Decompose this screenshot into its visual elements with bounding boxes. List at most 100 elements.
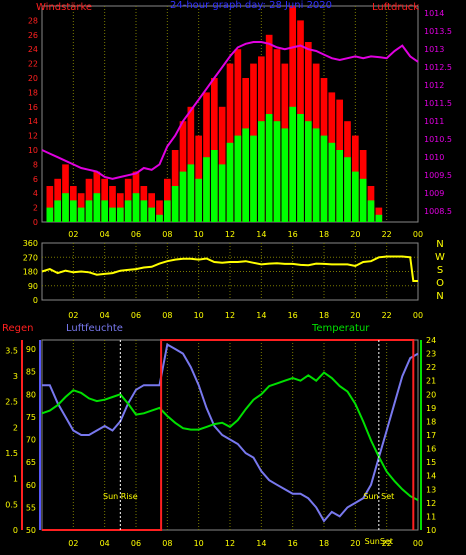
y-tick-label: 20 — [426, 390, 436, 399]
wind-speed-bars — [46, 106, 383, 222]
rain-line — [42, 339, 415, 531]
y-tick-label: 2.5 — [5, 398, 18, 407]
pressure-line — [41, 41, 419, 180]
y-tick-label: 14 — [28, 117, 38, 126]
y-tick-label: 22 — [426, 363, 436, 372]
x-tick-label: 18 — [319, 230, 329, 239]
y-tick-label: 1010.5 — [424, 135, 452, 144]
y-tick-label: 60 — [26, 481, 36, 490]
wind-bar — [179, 171, 187, 222]
compass-label: N — [436, 291, 443, 302]
temperature-title: Temperatur — [311, 323, 370, 334]
wind-bar — [297, 114, 304, 222]
y-tick-label: 70 — [26, 436, 36, 445]
y-tick-label: 1013 — [424, 45, 444, 54]
wind-bar — [258, 121, 265, 222]
wind-bar — [124, 200, 132, 222]
y-tick-label: 17 — [426, 431, 436, 440]
y-tick-label: 1.5 — [5, 449, 18, 458]
wind-bar — [320, 135, 328, 222]
x-tick-label: 10 — [194, 230, 204, 239]
wind-bar — [171, 186, 179, 222]
temperature-line — [41, 371, 419, 501]
y-tick-label: 80 — [26, 390, 36, 399]
x-tick-label: 02 — [68, 311, 78, 320]
sunset-axis-label: SunSet — [365, 537, 393, 546]
x-tick-label: 22 — [382, 311, 392, 320]
wind-bar — [352, 171, 359, 222]
wind-bar — [70, 200, 77, 222]
wind-bar — [109, 207, 116, 222]
gust-bar — [156, 200, 163, 222]
sunrise-label: Sun Rise — [103, 492, 138, 501]
wind-bar — [77, 207, 85, 222]
lower-panel-frame — [41, 339, 419, 531]
y-tick-label: 21 — [426, 377, 436, 386]
gust-bar — [226, 63, 234, 222]
wind-bar — [54, 200, 61, 222]
gust-bar — [109, 186, 116, 222]
wind-bar — [164, 200, 171, 222]
wind-bar — [250, 135, 257, 222]
x-tick-label: 10 — [194, 311, 204, 320]
y-tick-label: 90 — [28, 282, 38, 291]
wind-bar — [101, 200, 108, 222]
y-tick-label: 6 — [33, 175, 38, 184]
y-tick-label: 2 — [13, 423, 18, 432]
compass-label: S — [437, 265, 443, 276]
x-tick-label: 00 — [413, 311, 423, 320]
y-tick-label: 1011.5 — [424, 99, 452, 108]
x-tick-label: 12 — [225, 539, 235, 548]
wind-bar — [211, 150, 218, 222]
graph-date-title: 24-hour graph day: 28 Juni 2020 — [170, 0, 332, 11]
y-tick-label: 3 — [13, 372, 18, 381]
y-tick-label: 13 — [426, 485, 436, 494]
x-tick-label: 18 — [319, 311, 329, 320]
humidity-title: Luftfeuchte — [66, 323, 123, 334]
y-tick-label: 0 — [13, 526, 18, 535]
wind-bar — [375, 214, 383, 222]
x-tick-label: 18 — [319, 539, 329, 548]
wind-bar — [328, 142, 336, 222]
wind-bar — [203, 157, 210, 222]
x-tick-label: 08 — [162, 539, 172, 548]
y-tick-label: 50 — [26, 526, 36, 535]
rain-title: Regen — [2, 323, 34, 334]
wind-bar — [273, 121, 281, 222]
x-tick-label: 20 — [350, 230, 360, 239]
x-tick-label: 12 — [225, 230, 235, 239]
x-tick-label: 00 — [413, 539, 423, 548]
rain-y-ticks: 0 0.5 1 1.5 2 2.5 3 3.5 — [5, 346, 18, 535]
x-tick-label: 02 — [68, 539, 78, 548]
y-tick-label: 1009 — [424, 189, 444, 198]
y-tick-label: 3.5 — [5, 346, 18, 355]
wind-x-ticks: 02 04 06 08 10 12 14 16 18 20 22 00 — [68, 230, 423, 239]
wind-bar — [281, 128, 289, 222]
x-tick-label: 08 — [162, 311, 172, 320]
y-tick-label: 1011 — [424, 117, 444, 126]
y-tick-label: 16 — [28, 103, 38, 112]
compass-label: O — [436, 278, 444, 289]
y-tick-label: 0.5 — [5, 500, 18, 509]
y-tick-label: 19 — [426, 404, 436, 413]
x-tick-label: 06 — [131, 539, 141, 548]
wind-bar — [187, 164, 195, 222]
direction-y-ticks: 0 90 180 270 360 — [23, 239, 38, 305]
y-tick-label: 10 — [426, 526, 436, 535]
wind-bar — [93, 193, 101, 222]
y-tick-label: 18 — [28, 88, 38, 97]
wind-bar — [234, 135, 242, 222]
compass-label: N — [436, 239, 443, 250]
x-tick-label: 04 — [100, 539, 110, 548]
pressure-y-ticks: 1008.5 1009 1009.5 1010 1010.5 1011 1011.5 1012… — [424, 9, 452, 216]
y-tick-label: 65 — [26, 458, 36, 467]
x-tick-label: 16 — [288, 539, 298, 548]
wind-bar — [312, 128, 320, 222]
y-tick-label: 55 — [26, 503, 36, 512]
wind-title: Windstärke — [36, 2, 92, 13]
y-tick-label: 20 — [28, 74, 38, 83]
wind-bar — [132, 193, 140, 222]
y-tick-label: 10 — [28, 146, 38, 155]
y-tick-label: 1012.5 — [424, 63, 452, 72]
